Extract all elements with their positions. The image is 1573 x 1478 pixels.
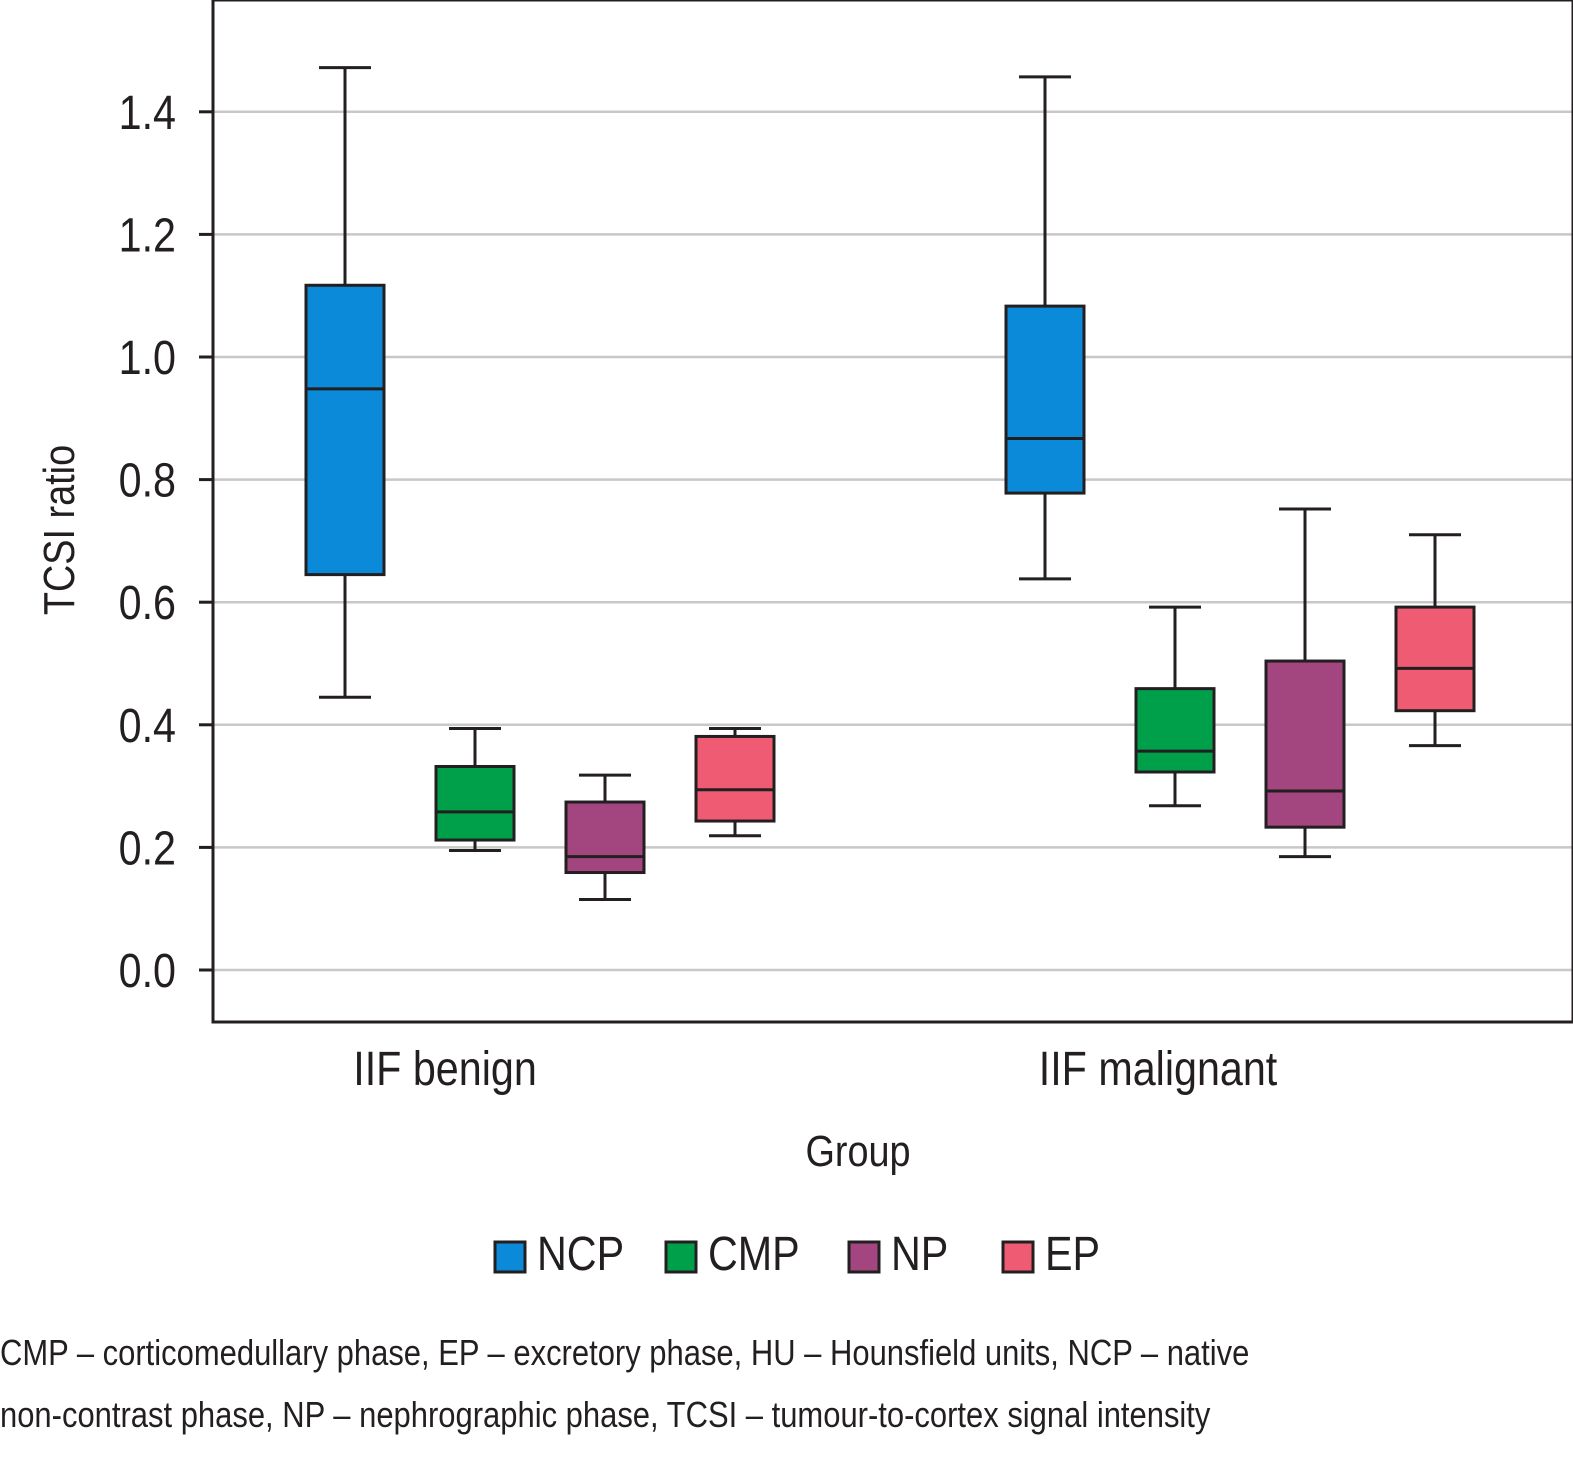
legend-item-ep: EP <box>1001 1227 1100 1281</box>
box-iqr <box>564 800 646 875</box>
box-iqr <box>1134 687 1216 774</box>
gridlines <box>213 110 1573 972</box>
box-iqr <box>1004 304 1086 495</box>
legend-item-ncp: NCP <box>493 1227 624 1281</box>
legend-swatch <box>1001 1240 1035 1274</box>
box-plot-chart: 0.0 0.2 0.4 0.6 0.8 1.0 1.2 1.4 IIF benign IIF m… <box>34 0 1573 1281</box>
box-iqr <box>694 734 776 823</box>
y-tick-label: 0.2 <box>119 822 176 876</box>
box-cmp-benign <box>434 726 516 852</box>
legend-swatch <box>493 1240 527 1274</box>
box-ep-benign <box>694 726 776 838</box>
legend-swatch <box>847 1240 881 1274</box>
x-axis-ticks: IIF benign IIF malignant <box>353 1042 1278 1096</box>
box-np-malignant <box>1264 507 1346 859</box>
box-iqr <box>304 283 386 577</box>
y-tick-label: 0.4 <box>119 699 176 753</box>
footnote-line-1: CMP – corticomedullary phase, EP – excre… <box>0 1332 1250 1373</box>
figure-footnote: CMP – corticomedullary phase, EP – excre… <box>0 1322 1353 1446</box>
legend-swatch <box>664 1240 698 1274</box>
y-axis-label: TCSI ratio <box>34 445 83 615</box>
x-tick-label: IIF benign <box>353 1042 537 1096</box>
box-iqr <box>434 764 516 842</box>
legend-item-np: NP <box>847 1227 948 1281</box>
y-tick-label: 1.0 <box>119 331 176 385</box>
x-axis-label: Group <box>805 1126 910 1175</box>
legend-label: EP <box>1045 1227 1100 1281</box>
legend: NCP CMP NP EP <box>493 1227 1100 1281</box>
legend-label: CMP <box>708 1227 800 1281</box>
legend-label: NCP <box>537 1227 624 1281</box>
y-tick-label: 1.4 <box>119 86 176 140</box>
footnote-line-2: non-contrast phase, NP – nephrographic p… <box>0 1394 1211 1435</box>
box-ep-malignant <box>1394 533 1476 748</box>
legend-item-cmp: CMP <box>664 1227 800 1281</box>
y-tick-label: 0.8 <box>119 454 176 508</box>
x-tick-label: IIF malignant <box>1039 1042 1278 1096</box>
box-iqr <box>1394 605 1476 713</box>
y-tick-label: 0.6 <box>119 576 176 630</box>
y-tick-label: 1.2 <box>119 209 176 263</box>
box-ncp-benign <box>304 66 386 699</box>
box-iqr <box>1264 659 1346 829</box>
box-np-benign <box>564 773 646 902</box>
y-axis-ticks: 0.0 0.2 0.4 0.6 0.8 1.0 1.2 1.4 <box>119 86 213 998</box>
plot-frame <box>211 0 1573 1024</box>
legend-label: NP <box>891 1227 948 1281</box>
box-cmp-malignant <box>1134 605 1216 808</box>
box-ncp-malignant <box>1004 75 1086 581</box>
box-series <box>304 66 1476 902</box>
y-tick-label: 0.0 <box>119 944 176 998</box>
